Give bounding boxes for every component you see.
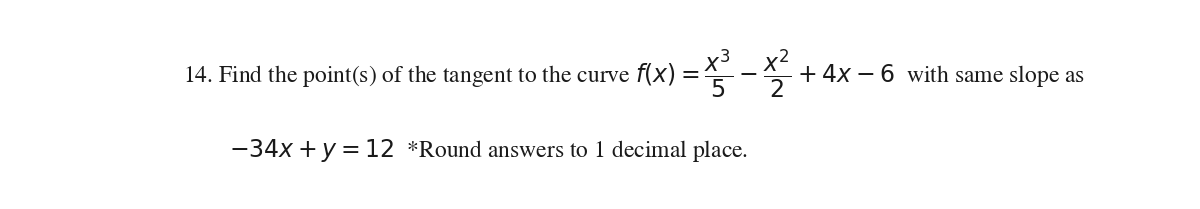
- Text: $-34x + y = 12$  *Round answers to 1 decimal place.: $-34x + y = 12$ *Round answers to 1 deci…: [229, 137, 749, 164]
- Text: 14. Find the point(s) of the tangent to the curve $f(x) = \dfrac{x^3}{5} - \dfra: 14. Find the point(s) of the tangent to …: [182, 47, 1085, 100]
